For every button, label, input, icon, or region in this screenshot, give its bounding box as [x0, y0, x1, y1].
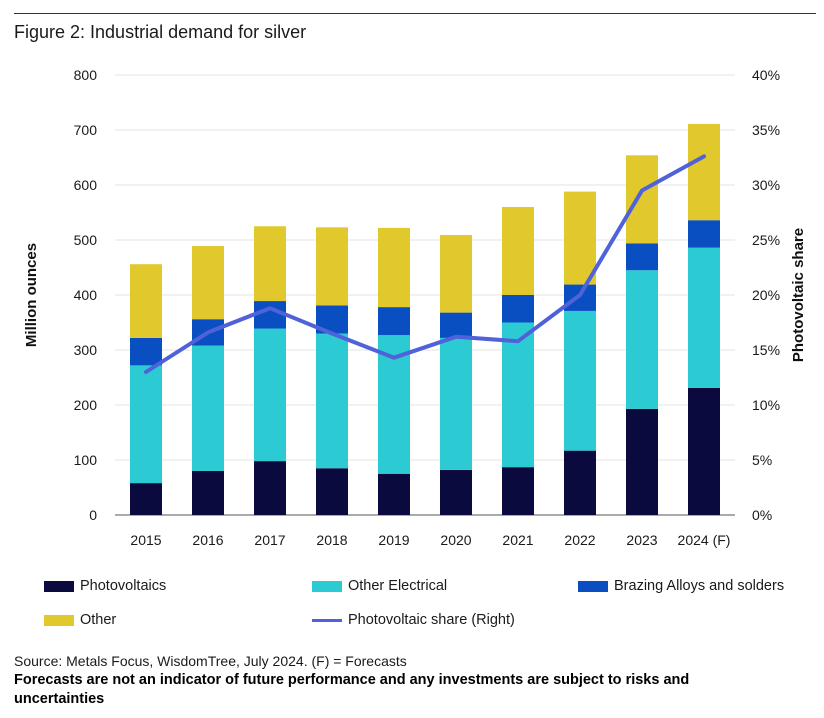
bar-other-electrical [316, 333, 348, 469]
legend-label-photovoltaics: Photovoltaics [80, 578, 167, 594]
y-right-tick-label: 5% [752, 452, 772, 468]
bar-brazing [130, 337, 162, 366]
top-rule [14, 13, 816, 14]
bar-photovoltaics [440, 469, 472, 515]
legend-label-other: Other [80, 612, 117, 628]
legend-swatch-other [44, 614, 74, 626]
bar-photovoltaics [316, 468, 348, 515]
y-tick-label: 300 [74, 342, 98, 358]
bar-other-electrical [502, 322, 534, 468]
bar-brazing [502, 295, 534, 323]
y-tick-label: 600 [74, 177, 98, 193]
bar-other [564, 191, 596, 285]
y-tick-label: 0 [89, 507, 97, 523]
legend-swatch-other-electrical [312, 580, 342, 592]
legend-swatch-photovoltaic-share [312, 618, 342, 622]
bar-photovoltaics [688, 387, 720, 515]
y-axis-title: Million ounces [23, 243, 40, 347]
legend-photovoltaic-share: Photovoltaic share (Right) [312, 612, 515, 628]
bar-other-electrical [440, 337, 472, 470]
legend-label-brazing: Brazing Alloys and solders [614, 578, 785, 594]
bar-other-electrical [254, 328, 286, 462]
bar-brazing [378, 307, 410, 336]
legend-swatch-brazing [578, 580, 608, 592]
bar-other-electrical [564, 310, 596, 451]
bar-photovoltaics [130, 483, 162, 515]
x-tick-label: 2020 [440, 532, 471, 548]
figure-title: Figure 2: Industrial demand for silver [14, 22, 307, 42]
bar-brazing [626, 243, 658, 271]
y-right-axis-title: Photovoltaic share [790, 228, 807, 362]
y-right-tick-label: 0% [752, 507, 772, 523]
bar-photovoltaics [254, 461, 286, 515]
bar-other [378, 227, 410, 308]
bar-other [688, 123, 720, 221]
chart: 0 100 200 300 400 500 600 700 800 0% 5% 10% 15% 20% 25… [23, 67, 807, 548]
bar-photovoltaics [192, 471, 224, 515]
bar-brazing [688, 220, 720, 248]
bar-other [626, 155, 658, 244]
disclaimer: Forecasts are not an indicator of future… [14, 672, 690, 707]
x-tick-label: 2016 [192, 532, 223, 548]
y-right-tick-label: 30% [752, 177, 780, 193]
source-note: Source: Metals Focus, WisdomTree, July 2… [14, 653, 407, 669]
y-right-tick-label: 10% [752, 397, 780, 413]
legend-label-other-electrical: Other Electrical [348, 578, 448, 594]
bar-other [316, 227, 348, 306]
y-tick-label: 500 [74, 232, 98, 248]
bar-other [254, 226, 286, 302]
bar-other-electrical [192, 345, 224, 471]
y-right-tick-label: 25% [752, 232, 780, 248]
legend-label-photovoltaic-share: Photovoltaic share (Right) [348, 612, 515, 628]
legend-photovoltaics: Photovoltaics [44, 578, 166, 594]
y-right-tick-label: 35% [752, 122, 780, 138]
y-tick-label: 200 [74, 397, 98, 413]
bar-photovoltaics [564, 450, 596, 515]
x-tick-label: 2015 [130, 532, 161, 548]
legend-brazing: Brazing Alloys and solders [578, 578, 784, 594]
x-tick-label: 2017 [254, 532, 285, 548]
legend-swatch-photovoltaics [44, 580, 74, 592]
bar-photovoltaics [378, 473, 410, 515]
bar-other-electrical [688, 247, 720, 388]
x-tick-label: 2024 (F) [678, 532, 731, 548]
bar-photovoltaics [502, 467, 534, 515]
bar-other-electrical [130, 365, 162, 484]
y-right-tick-label: 20% [752, 287, 780, 303]
x-tick-label: 2022 [564, 532, 595, 548]
bar-other [130, 264, 162, 338]
x-tick-label: 2021 [502, 532, 533, 548]
y-right-tick-label: 40% [752, 67, 780, 83]
bar-other-electrical [626, 270, 658, 409]
bar-other [440, 235, 472, 313]
y-tick-label: 400 [74, 287, 98, 303]
y-right-tick-label: 15% [752, 342, 780, 358]
bar-photovoltaics [626, 408, 658, 515]
y-tick-label: 800 [74, 67, 98, 83]
x-tick-label: 2023 [626, 532, 657, 548]
bar-brazing [254, 301, 286, 329]
y-tick-label: 700 [74, 122, 98, 138]
bar-brazing [564, 284, 596, 311]
bar-other [502, 207, 534, 295]
x-tick-label: 2019 [378, 532, 409, 548]
photovoltaic-share-line [144, 154, 706, 374]
y-tick-label: 100 [74, 452, 98, 468]
legend-other-electrical: Other Electrical [312, 578, 447, 594]
legend-other: Other [44, 612, 116, 628]
x-tick-label: 2018 [316, 532, 347, 548]
bar-other [192, 246, 224, 320]
bar-brazing [440, 312, 472, 338]
